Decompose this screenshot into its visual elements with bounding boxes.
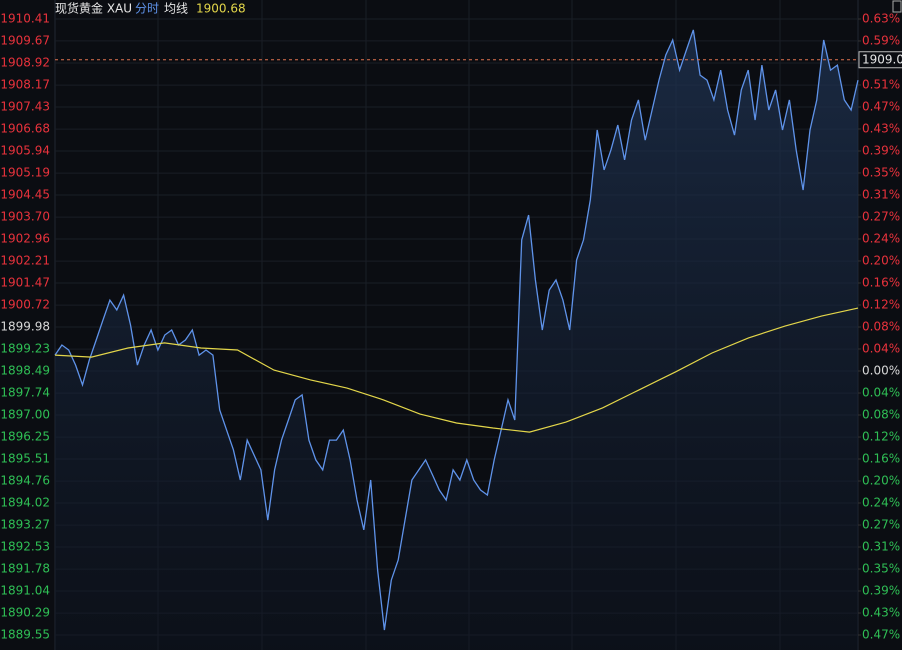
y-tick-label: 1907.43 [0, 100, 50, 114]
menu-icon[interactable] [892, 0, 902, 13]
y-tick-label: 1899.98 [0, 320, 50, 334]
y-tick-label: 1896.25 [0, 430, 50, 444]
price-area [55, 29, 858, 650]
y-tick-label: 1898.49 [0, 364, 50, 378]
y2-tick-label: 0.12% [862, 297, 900, 311]
y2-tick-label: 0.39% [862, 584, 900, 598]
y2-tick-label: 0.35% [862, 165, 900, 179]
y-tick-label: 1903.70 [0, 210, 50, 224]
last-price-box [858, 51, 902, 69]
title: 现货黄金 XAU [55, 1, 132, 16]
y-tick-label: 1897.74 [0, 386, 50, 400]
y-tick-label: 1905.19 [0, 166, 50, 180]
y2-tick-label: 0.59% [862, 33, 900, 47]
y2-tick-label: 0.31% [862, 540, 900, 554]
price-line [54, 29, 859, 631]
avg-value: 1900.68 [196, 2, 246, 16]
mode-label[interactable]: 分时 [135, 2, 159, 16]
y-tick-label: 1908.92 [0, 56, 50, 70]
y2-tick-label: 0.27% [862, 209, 900, 223]
y2-tick-label: 0.39% [862, 144, 900, 158]
y2-tick-label: 0.27% [862, 518, 900, 532]
y2-tick-label: 0.16% [862, 452, 900, 466]
y-tick-label: 1895.51 [0, 452, 50, 466]
last-price-tag: 1909.03 [858, 51, 902, 69]
y2-tick-label: 0.24% [862, 496, 900, 510]
y-tick-label: 1910.41 [0, 12, 50, 26]
y-tick-label: 1906.68 [0, 122, 50, 136]
y2-tick-label: 0.43% [862, 606, 900, 620]
y2-tick-label: 0.20% [862, 474, 900, 488]
y-tick-label: 1891.78 [0, 562, 50, 576]
y-tick-label: 1909.67 [0, 33, 50, 47]
last-price-label: 1909.03 [862, 52, 902, 66]
y2-tick-label: 0.47% [862, 100, 900, 114]
y-tick-label: 1890.29 [0, 606, 50, 620]
y2-tick-label: 0.08% [862, 320, 900, 334]
y2-tick-label: 0.04% [862, 341, 900, 355]
y-tick-label: 1894.76 [0, 474, 50, 488]
y2-tick-label: 0.20% [862, 253, 900, 267]
y-tick-label: 1902.21 [0, 254, 50, 268]
average-line [54, 307, 859, 433]
y-tick-label: 1905.94 [0, 144, 50, 158]
y-tick-label: 1897.00 [0, 408, 50, 422]
y-tick-label: 1893.27 [0, 518, 50, 532]
y2-tick-label: 0.12% [862, 430, 900, 444]
y2-tick-label: 0.47% [862, 628, 900, 642]
y2-tick-label: 0.31% [862, 188, 900, 202]
y2-tick-label: 0.00% [862, 364, 900, 378]
y-tick-label: 1908.17 [0, 78, 50, 92]
y-tick-label: 1902.96 [0, 232, 50, 246]
y2-tick-label: 0.43% [862, 121, 900, 135]
y-tick-label: 1894.02 [0, 496, 50, 510]
y-tick-label: 1891.04 [0, 584, 50, 598]
y-tick-label: 1889.55 [0, 628, 50, 642]
y2-tick-label: 0.08% [862, 408, 900, 422]
y2-tick-label: 0.24% [862, 232, 900, 246]
y-tick-label: 1899.23 [0, 342, 50, 356]
y-tick-label: 1892.53 [0, 540, 50, 554]
y2-tick-label: 0.35% [862, 562, 900, 576]
y2-tick-label: 0.51% [862, 77, 900, 91]
y2-tick-label: 0.04% [862, 386, 900, 400]
y2-tick-label: 0.16% [862, 276, 900, 290]
y-tick-label: 1904.45 [0, 188, 50, 202]
y-tick-label: 1900.72 [0, 298, 50, 312]
y-tick-label: 1901.47 [0, 276, 50, 290]
avg-label: 均线 [164, 2, 188, 16]
y2-tick-label: 0.63% [862, 12, 900, 26]
